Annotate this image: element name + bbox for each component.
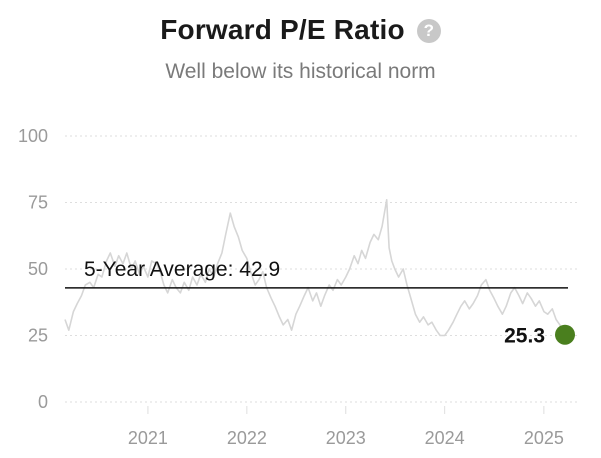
x-tick-label: 2022 [227,428,267,448]
y-tick-label: 0 [38,392,48,412]
y-tick-label: 100 [18,126,48,146]
average-label: 5-Year Average: 42.9 [84,258,280,281]
x-tick-label: 2023 [326,428,366,448]
x-tick-label: 2021 [128,428,168,448]
last-value-marker [555,324,575,345]
x-axis-tick-labels: 2021 2022 2023 2024 2025 [128,406,564,448]
y-tick-label: 75 [28,193,48,213]
question-circle-icon[interactable]: ? [416,19,441,43]
x-tick-label: 2024 [425,428,465,448]
chart-header: Forward P/E Ratio ? Well below its histo… [0,0,601,100]
x-tick-label: 2025 [524,428,564,448]
last-value-label: 25.3 [504,325,545,348]
y-tick-label: 50 [28,259,48,279]
y-tick-label: 25 [28,326,48,346]
title-row: Forward P/E Ratio ? [0,10,601,50]
grid-lines [65,135,580,403]
y-axis-tick-labels: 0 25 50 75 100 [18,126,48,412]
chart-title: Forward P/E Ratio [160,14,405,45]
chart-subtitle: Well below its historical norm [165,60,436,83]
